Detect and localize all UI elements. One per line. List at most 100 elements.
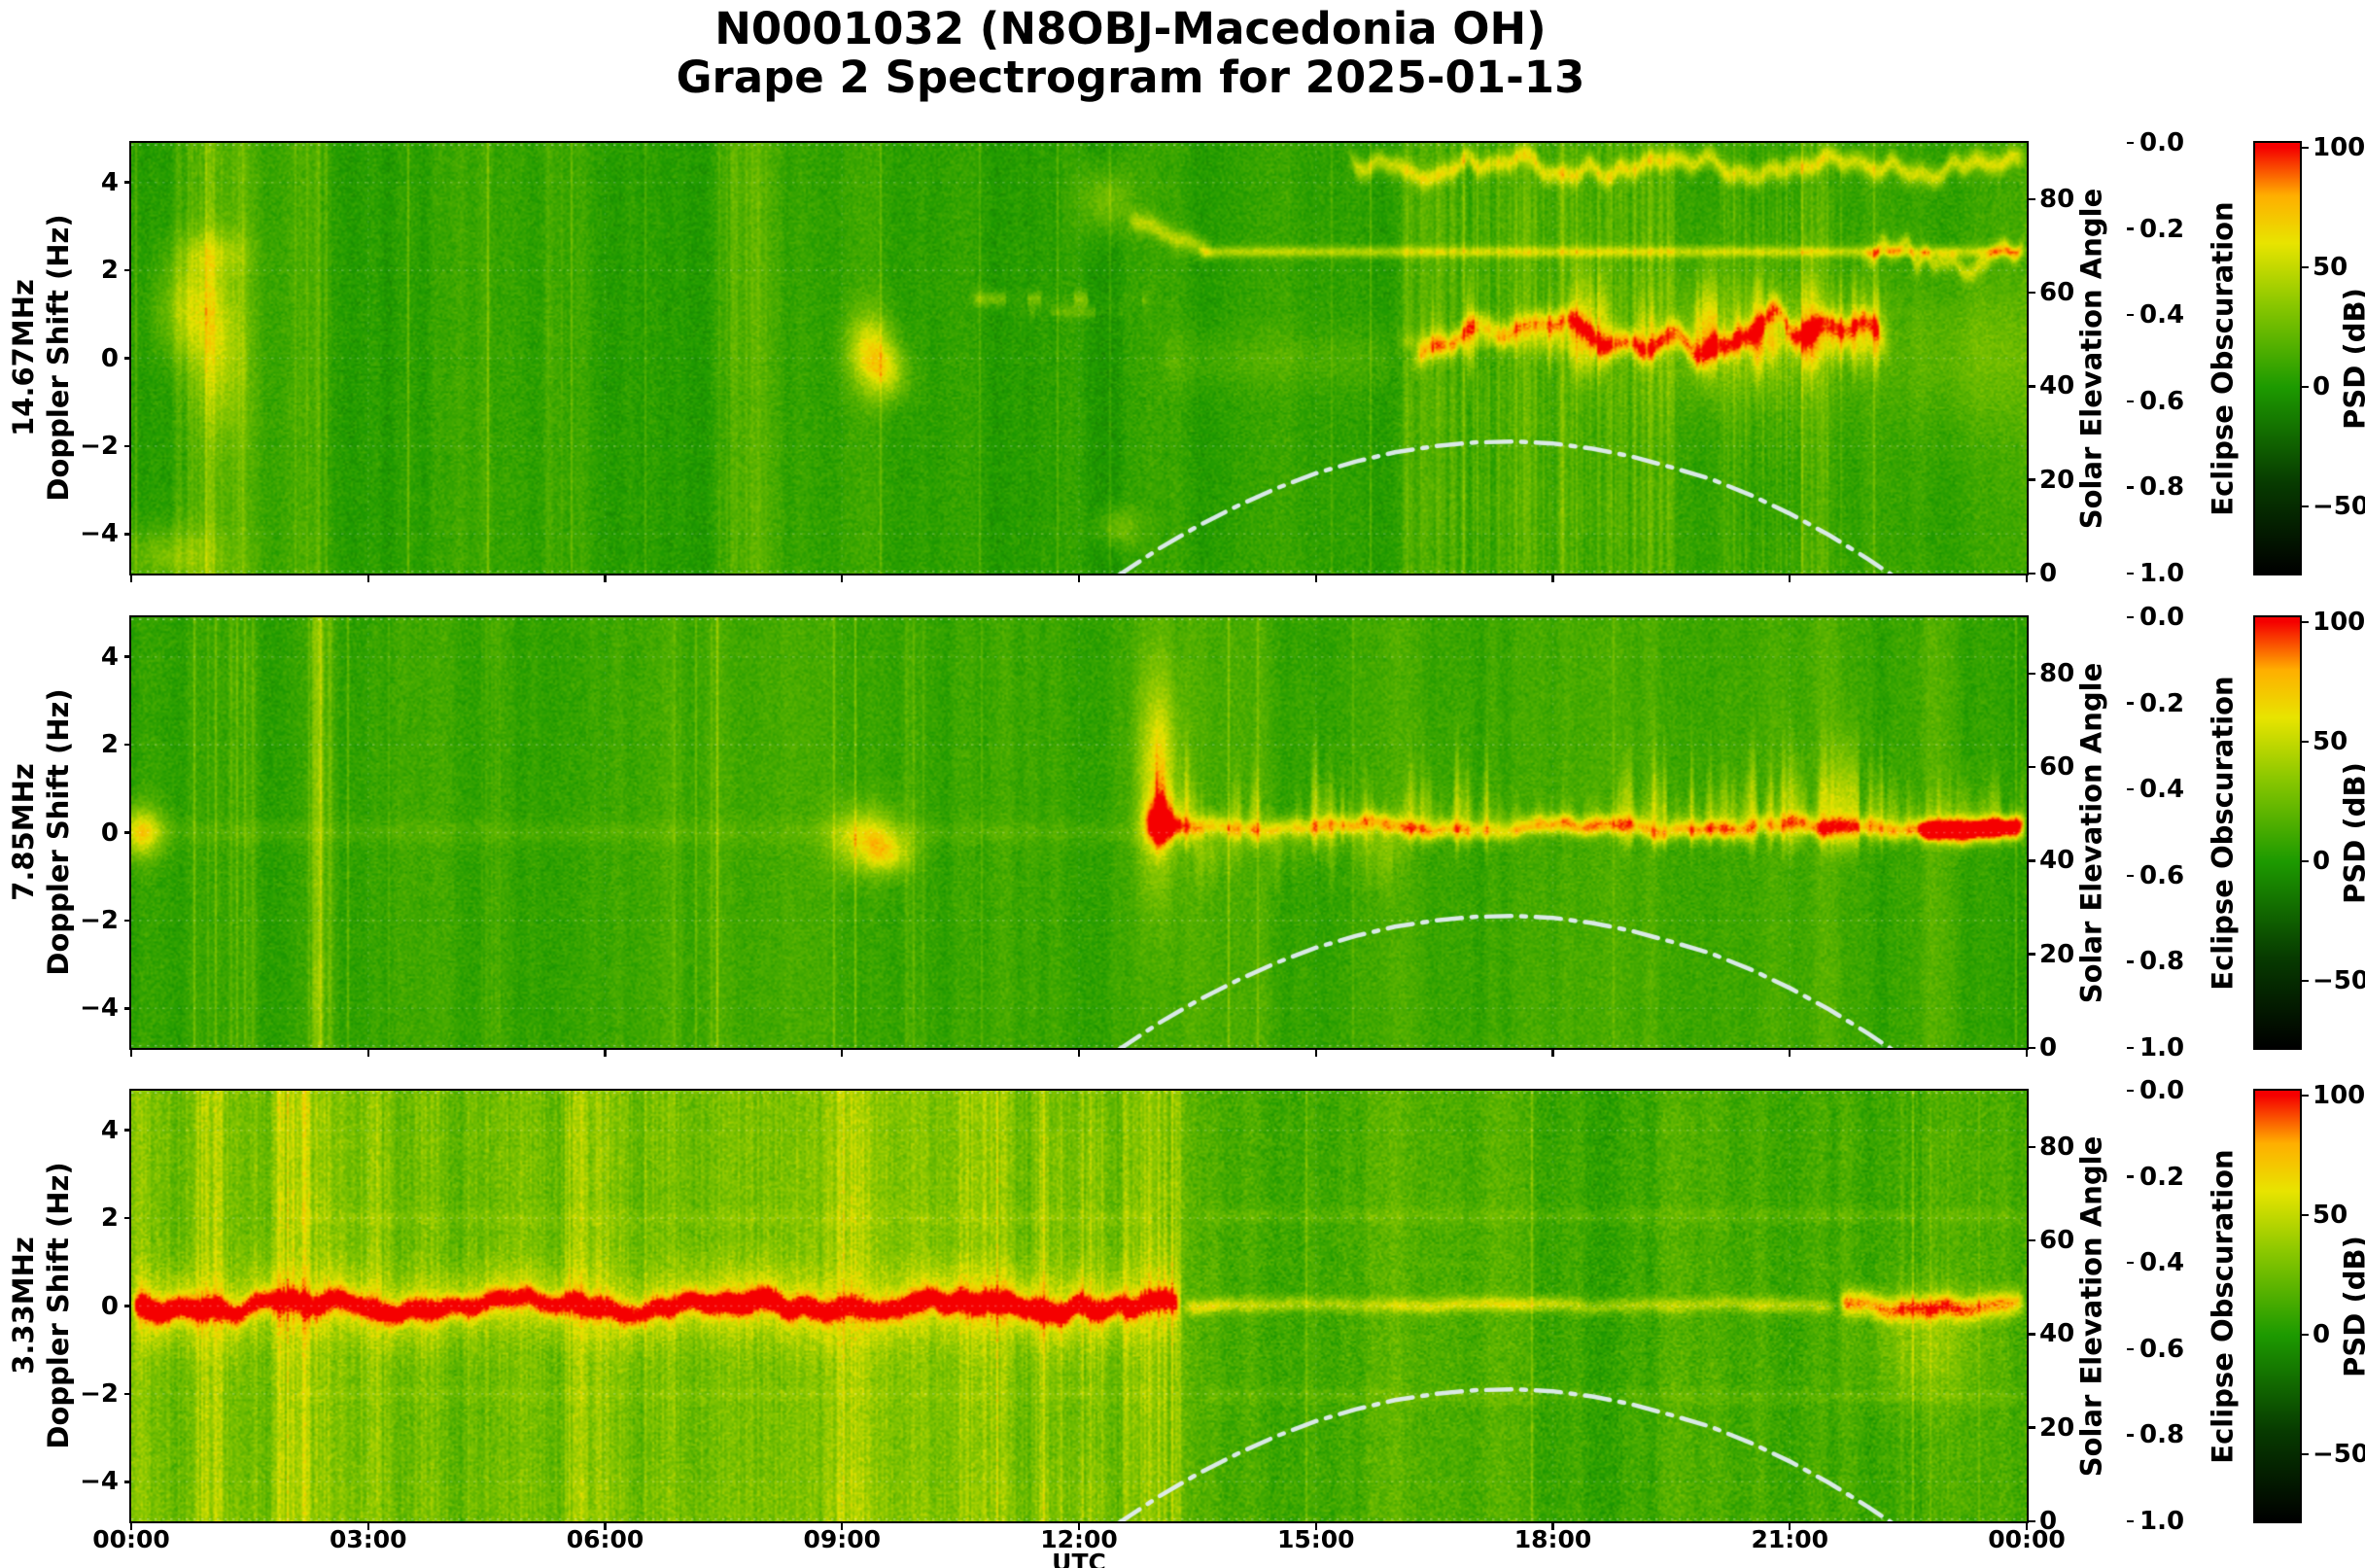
x-tick-label: 09:00 <box>803 1525 882 1553</box>
doppler-shift-label: Doppler Shift (Hz) <box>42 214 75 502</box>
eclipse-tick-mark <box>2127 1262 2134 1265</box>
freq-label-3-33mhz: 3.33MHz <box>6 1237 40 1375</box>
doppler-tick-mark <box>124 1481 131 1483</box>
x-tick-mark <box>604 575 607 582</box>
eclipse-tick-mark <box>2127 960 2134 963</box>
eclipse-tick-mark <box>2127 314 2134 317</box>
doppler-tick-label: 4 <box>100 642 119 672</box>
solar-tick-label: 80 <box>2039 1132 2075 1162</box>
colorbar-tick-mark <box>2302 1333 2309 1337</box>
colorbar-tick-label: 50 <box>2313 1200 2348 1230</box>
figure-title-line2: Grape 2 Spectrogram for 2025-01-13 <box>676 52 1585 103</box>
solar-axis-label: Solar Elevation Angle <box>2074 662 2108 1003</box>
solar-tick-label: 0 <box>2039 559 2058 588</box>
solar-tick-label: 80 <box>2039 658 2075 688</box>
spectrogram-canvas-14-67mhz <box>131 143 2027 574</box>
solar-tick-label: 80 <box>2039 184 2075 214</box>
colorbar-tick-mark <box>2302 1452 2309 1456</box>
colorbar-tick-label: 100 <box>2313 607 2365 637</box>
eclipse-tick-mark <box>2127 572 2134 575</box>
solar-tick-mark <box>2029 291 2035 295</box>
eclipse-tick-mark <box>2127 1175 2134 1178</box>
x-tick-mark <box>1077 575 1081 582</box>
colorbar-tick-label: 50 <box>2313 726 2348 756</box>
solar-tick-label: 60 <box>2039 752 2075 783</box>
doppler-tick-mark <box>124 919 131 923</box>
psd-colorbar <box>2253 141 2302 575</box>
figure-title-line1: N0001032 (N8OBJ-Macedonia OH) <box>714 3 1547 54</box>
solar-tick-label: 0 <box>2039 1033 2058 1063</box>
solar-tick-label: 0 <box>2039 1507 2058 1536</box>
colorbar-tick-label: 0 <box>2313 1320 2331 1350</box>
freq-label-14-67mhz: 14.67MHz <box>6 279 40 436</box>
doppler-tick-mark <box>124 743 131 747</box>
colorbar-tick-mark <box>2302 859 2309 863</box>
eclipse-tick-label: 0.2 <box>2139 1162 2185 1192</box>
doppler-tick-mark <box>124 357 131 360</box>
doppler-tick-label: 2 <box>100 256 119 286</box>
solar-tick-mark <box>2029 953 2035 956</box>
x-tick-label: 18:00 <box>1513 1525 1592 1553</box>
x-tick-mark <box>1551 1523 1554 1530</box>
doppler-tick-label: 0 <box>100 818 119 848</box>
solar-tick-mark <box>2029 1426 2035 1429</box>
colorbar-tick-label: 100 <box>2313 1080 2365 1110</box>
psd-colorbar <box>2253 615 2302 1050</box>
solar-tick-label: 20 <box>2039 1412 2075 1443</box>
x-tick-mark <box>841 575 844 582</box>
psd-axis-label: PSD (dB) <box>2338 287 2365 430</box>
solar-tick-mark <box>2029 1046 2035 1050</box>
solar-tick-mark <box>2029 572 2035 575</box>
solar-tick-label: 60 <box>2039 1226 2075 1256</box>
eclipse-tick-mark <box>2127 1434 2134 1437</box>
colorbar-tick-mark <box>2302 505 2309 508</box>
colorbar-tick-mark <box>2302 620 2309 624</box>
solar-tick-mark <box>2029 1145 2035 1148</box>
panel-wrap-7-85mhz <box>129 615 2029 1050</box>
x-tick-mark <box>129 1523 133 1530</box>
doppler-tick-mark <box>124 181 131 184</box>
doppler-tick-mark <box>124 1007 131 1010</box>
colorbar-tick-mark <box>2302 385 2309 389</box>
doppler-tick-label: −4 <box>80 1467 119 1497</box>
x-tick-mark <box>2025 575 2029 582</box>
eclipse-tick-label: 0.4 <box>2139 775 2185 805</box>
x-axis-title: UTC <box>1052 1549 1106 1568</box>
eclipse-tick-mark <box>2127 486 2134 489</box>
x-tick-mark <box>604 1523 607 1530</box>
eclipse-tick-mark <box>2127 400 2134 402</box>
spectrogram-canvas-7-85mhz <box>131 617 2027 1048</box>
y-axis-label-3-33mhz: 3.33MHz Doppler Shift (Hz) <box>6 1162 77 1448</box>
colorbar-tick-label: −50 <box>2313 1440 2365 1470</box>
x-tick-mark <box>1789 1050 1791 1057</box>
solar-tick-label: 40 <box>2039 1319 2075 1349</box>
eclipse-tick-label: 0.6 <box>2139 860 2185 890</box>
spectrogram-canvas-3-33mhz <box>131 1091 2027 1521</box>
doppler-tick-label: −4 <box>80 519 119 549</box>
x-tick-mark <box>1789 1523 1791 1530</box>
x-tick-label: 00:00 <box>1988 1525 2066 1553</box>
colorbar-tick-label: −50 <box>2313 492 2365 522</box>
eclipse-tick-mark <box>2127 1347 2134 1350</box>
x-tick-mark <box>2025 1523 2029 1530</box>
eclipse-axis-label: Eclipse Obscuration <box>2206 200 2240 516</box>
x-tick-mark <box>1314 1523 1317 1530</box>
doppler-tick-mark <box>124 655 131 658</box>
x-tick-mark <box>366 1050 369 1057</box>
x-tick-mark <box>366 1523 369 1530</box>
colorbar-tick-label: 50 <box>2313 252 2348 282</box>
solar-tick-mark <box>2029 672 2035 675</box>
doppler-tick-label: −4 <box>80 993 119 1024</box>
doppler-tick-label: −2 <box>80 1378 119 1409</box>
colorbar-tick-mark <box>2302 740 2309 744</box>
psd-axis-label: PSD (dB) <box>2338 1235 2365 1377</box>
eclipse-tick-mark <box>2127 1519 2134 1523</box>
x-tick-mark <box>1314 1050 1317 1057</box>
x-tick-mark <box>841 1523 844 1530</box>
y-axis-label-14-67mhz: 14.67MHz Doppler Shift (Hz) <box>6 214 77 501</box>
solar-tick-mark <box>2029 1238 2035 1242</box>
colorbar-tick-mark <box>2302 1213 2309 1217</box>
eclipse-tick-label: 0.8 <box>2139 1420 2185 1450</box>
colorbar-tick-mark <box>2302 146 2309 150</box>
